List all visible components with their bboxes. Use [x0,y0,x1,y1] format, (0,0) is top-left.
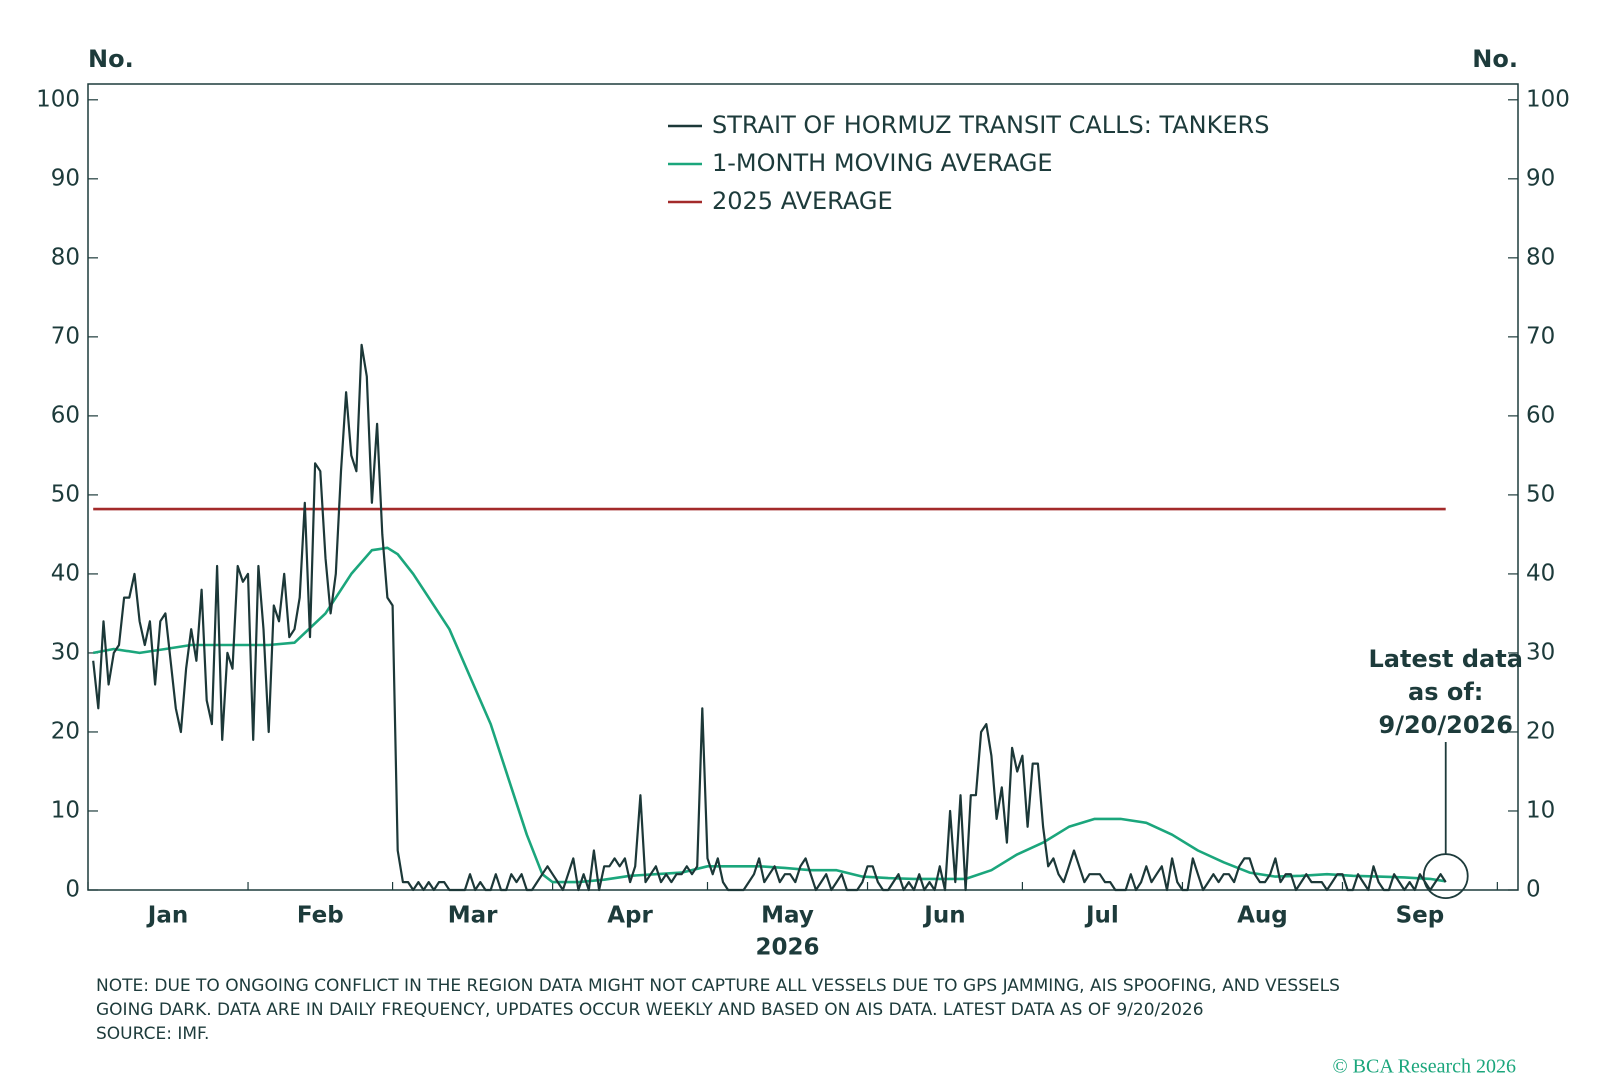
y2-tick-label: 30 [1526,639,1555,665]
y-tick-label: 20 [51,718,80,744]
note-line: NOTE: DUE TO ONGOING CONFLICT IN THE REG… [96,976,1340,996]
y2-tick-label: 70 [1526,323,1555,349]
annotation-text: Latest data [1369,645,1523,673]
y2-tick-label: 10 [1526,797,1555,823]
y2-tick-label: 80 [1526,244,1555,270]
y2-tick-label: 100 [1526,86,1570,112]
y-tick-label: 100 [36,86,80,112]
y-tick-label: 90 [51,165,80,191]
x-tick-label: May [761,903,814,929]
y-tick-label: 50 [51,481,80,507]
x-tick-label: Apr [607,903,653,929]
legend-label: 1-MONTH MOVING AVERAGE [712,149,1053,177]
x-tick-label: Sep [1396,903,1445,929]
x-tick-label: Jun [922,903,965,929]
y-tick-label: 10 [51,797,80,823]
y2-tick-label: 60 [1526,402,1555,428]
y-tick-label: 0 [65,877,80,903]
y2-tick-label: 20 [1526,718,1555,744]
x-tick-label: Feb [297,903,344,929]
y-axis-label-right: No. [1472,45,1518,73]
x-tick-label: Aug [1237,903,1288,929]
y2-tick-label: 40 [1526,560,1555,586]
y2-tick-label: 50 [1526,481,1555,507]
legend-label: STRAIT OF HORMUZ TRANSIT CALLS: TANKERS [712,111,1269,139]
annotation-circle [1422,853,1469,899]
series-line [92,343,1447,892]
x-axis-label: 2026 [756,935,820,961]
y-tick-label: 70 [51,323,80,349]
series-line [92,546,1446,884]
plot-frame [87,83,1519,891]
y-tick-label: 40 [51,560,80,586]
legend-label: 2025 AVERAGE [712,187,893,215]
x-tick-label: Jan [146,903,188,929]
x-tick-label: Jul [1084,903,1119,929]
y-tick-label: 30 [51,639,80,665]
y-tick-label: 60 [51,402,80,428]
y2-tick-label: 0 [1526,877,1541,903]
y-tick-label: 80 [51,244,80,270]
note-line: GOING DARK. DATA ARE IN DAILY FREQUENCY,… [96,1000,1204,1020]
y-axis-label-left: No. [88,45,134,73]
annotation-text: as of: [1408,678,1483,706]
annotation-text: 9/20/2026 [1379,711,1513,739]
source: SOURCE: IMF. [96,1024,209,1044]
x-tick-label: Mar [448,903,498,929]
y2-tick-label: 90 [1526,165,1555,191]
copyright: © BCA Research 2026 [1332,1056,1516,1078]
